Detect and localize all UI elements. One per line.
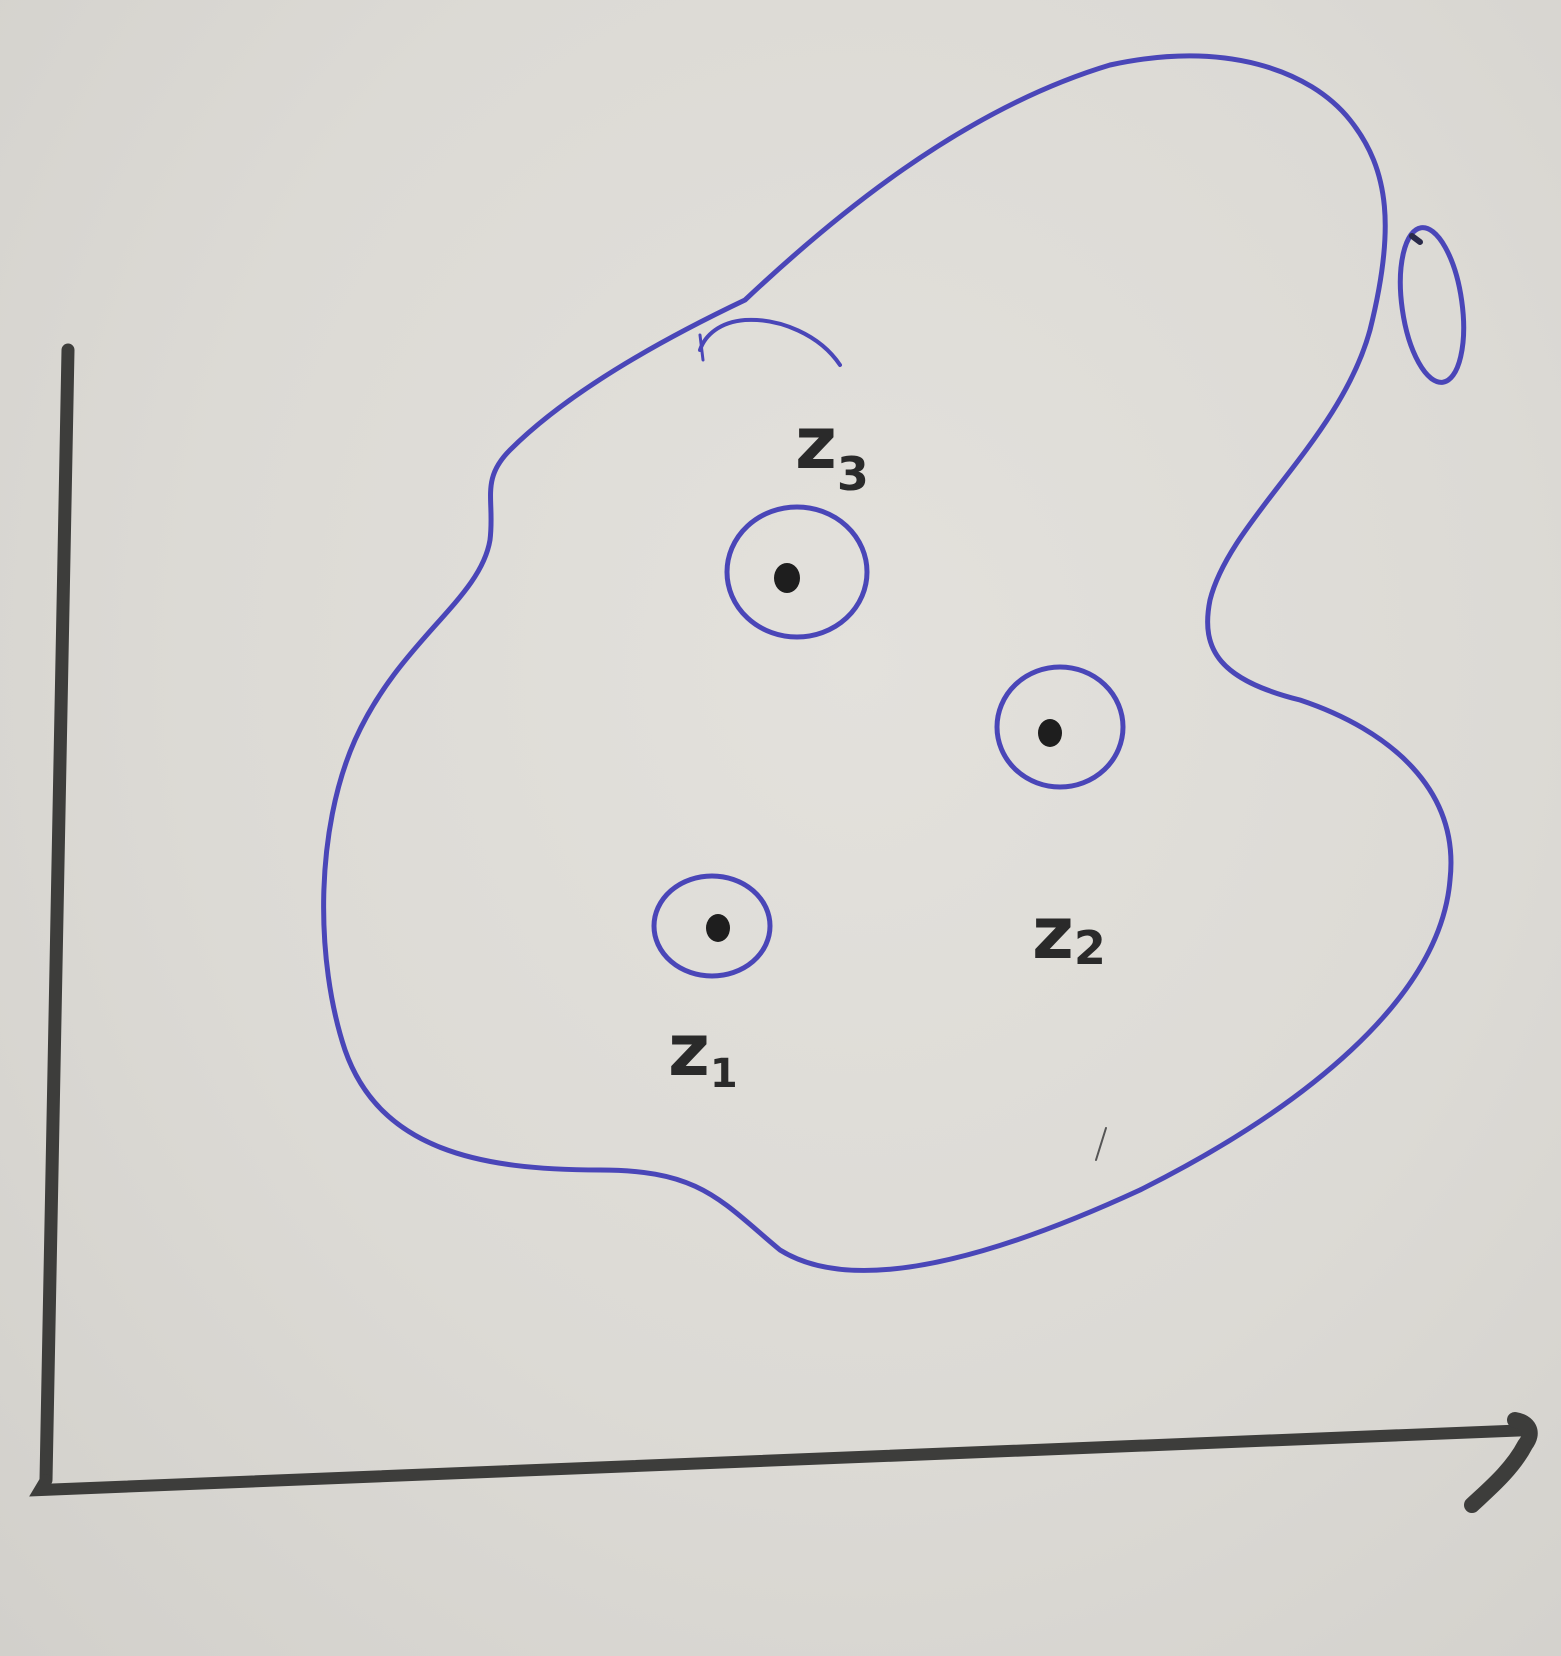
label-z3-sub: 3	[837, 447, 869, 501]
label-z2-sub: 2	[1074, 921, 1106, 975]
label-z1-main: z	[668, 1008, 710, 1092]
x-axis	[29, 1424, 1536, 1497]
label-z2-main: z	[1032, 891, 1074, 975]
arc-mark-tick	[698, 333, 705, 362]
point-z1-dot	[706, 914, 730, 942]
y-axis	[39, 343, 75, 1487]
point-z2-circle	[994, 664, 1126, 790]
label-z2: z2	[1032, 891, 1106, 975]
stray-mark	[1095, 1127, 1107, 1161]
point-z3	[724, 504, 870, 640]
point-z2	[994, 664, 1126, 790]
small-oval	[1397, 225, 1467, 385]
region-outline	[321, 53, 1454, 1273]
point-z3-dot	[774, 563, 800, 593]
x-axis-arrow-tip	[1464, 1412, 1538, 1513]
label-z1: z1	[668, 1008, 738, 1097]
axes	[29, 343, 1538, 1513]
label-z3-main: z	[795, 401, 837, 485]
point-z1-circle	[651, 873, 773, 979]
label-z3: z3	[795, 401, 869, 501]
label-z1-sub: 1	[710, 1051, 738, 1097]
arc-mark	[698, 317, 842, 367]
point-z1	[651, 873, 773, 979]
small-oval-dot	[1409, 233, 1423, 245]
point-z2-dot	[1038, 719, 1062, 747]
point-z3-circle	[724, 504, 870, 640]
